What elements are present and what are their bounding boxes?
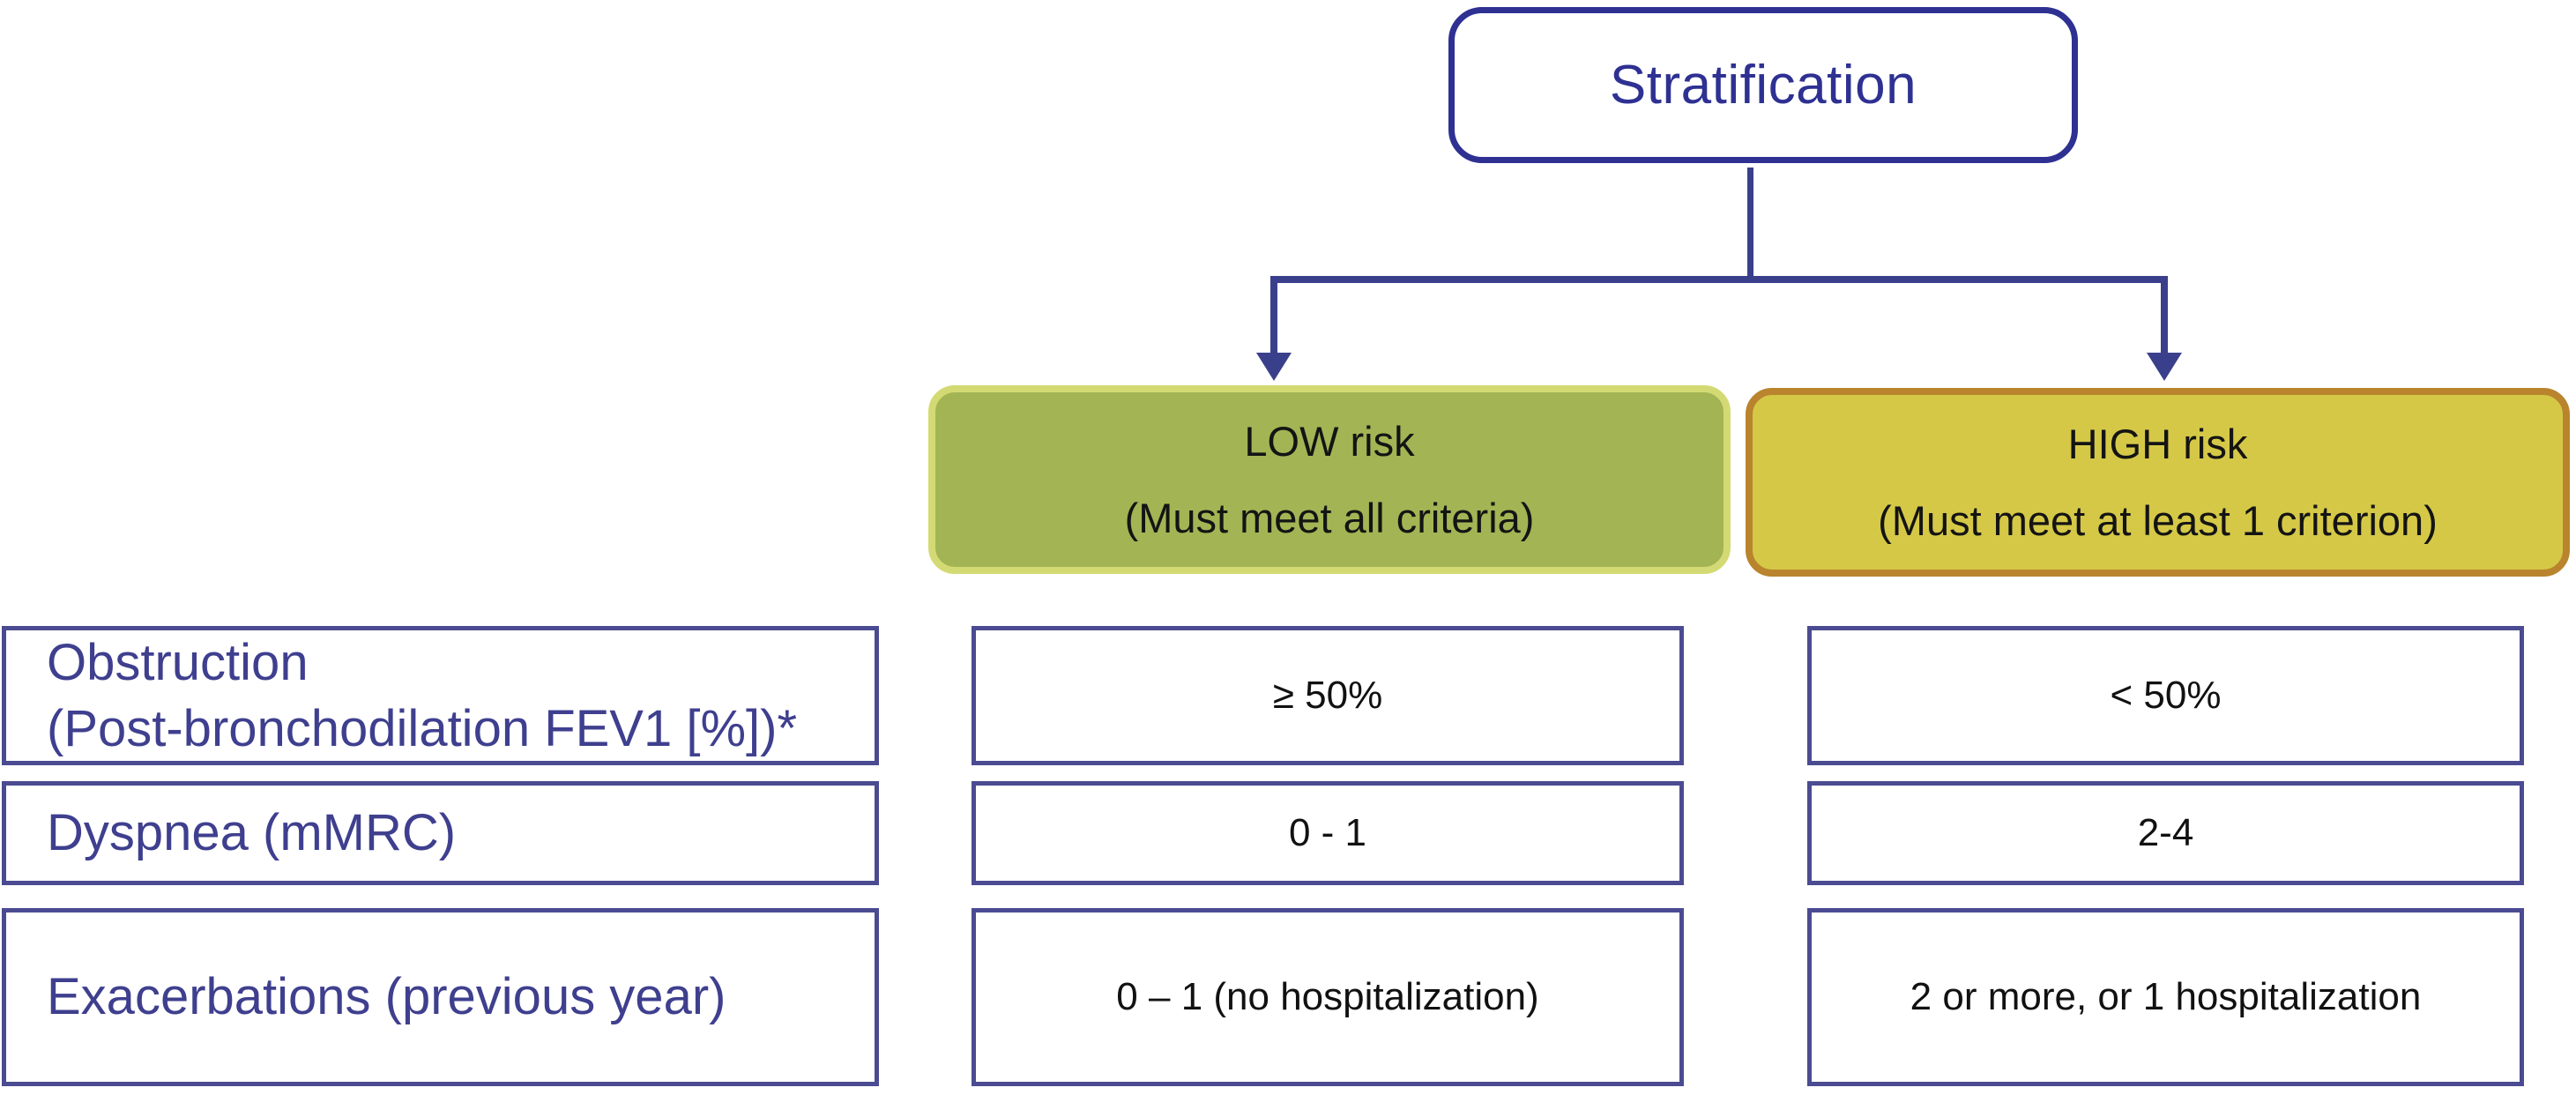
cell-exacerbations-high-value: 2 or more, or 1 hospitalization bbox=[1910, 975, 2422, 1018]
row-label-obstruction-line2: (Post-bronchodilation FEV1 [%])* bbox=[47, 700, 798, 757]
cell-dyspnea-low: 0 - 1 bbox=[972, 781, 1684, 885]
row-label-exacerbations: Exacerbations (previous year) bbox=[2, 908, 879, 1086]
row-label-dyspnea-line1: Dyspnea (mMRC) bbox=[47, 804, 457, 862]
connector-drop-low bbox=[1270, 276, 1277, 357]
cell-dyspnea-low-value: 0 - 1 bbox=[1288, 811, 1367, 854]
high-risk-subtitle: (Must meet at least 1 criterion) bbox=[1878, 497, 2438, 544]
stratification-root-label: Stratification bbox=[1609, 55, 1917, 115]
low-risk-box: LOW risk (Must meet all criteria) bbox=[928, 385, 1731, 574]
row-label-obstruction-line1: Obstruction bbox=[47, 633, 309, 691]
cell-obstruction-high: < 50% bbox=[1807, 626, 2524, 765]
connector-horizontal-bar bbox=[1270, 276, 2168, 283]
cell-exacerbations-low-value: 0 – 1 (no hospitalization) bbox=[1116, 975, 1539, 1018]
high-risk-title: HIGH risk bbox=[2067, 421, 2248, 467]
row-label-dyspnea: Dyspnea (mMRC) bbox=[2, 781, 879, 885]
cell-exacerbations-low: 0 – 1 (no hospitalization) bbox=[972, 908, 1684, 1086]
cell-dyspnea-high-value: 2-4 bbox=[2137, 811, 2194, 854]
arrow-down-icon-low bbox=[1256, 353, 1292, 381]
connector-drop-high bbox=[2161, 276, 2168, 357]
high-risk-box: HIGH risk (Must meet at least 1 criterio… bbox=[1746, 388, 2570, 577]
arrow-down-icon-high bbox=[2147, 353, 2182, 381]
cell-obstruction-low-value: ≥ 50% bbox=[1272, 674, 1383, 717]
low-risk-subtitle: (Must meet all criteria) bbox=[1124, 495, 1535, 541]
connector-stub bbox=[1747, 168, 1753, 276]
low-risk-title: LOW risk bbox=[1244, 418, 1415, 465]
cell-obstruction-high-value: < 50% bbox=[2110, 674, 2222, 717]
cell-exacerbations-high: 2 or more, or 1 hospitalization bbox=[1807, 908, 2524, 1086]
cell-obstruction-low: ≥ 50% bbox=[972, 626, 1684, 765]
row-label-obstruction: Obstruction (Post-bronchodilation FEV1 [… bbox=[2, 626, 879, 765]
row-label-exacerbations-line1: Exacerbations (previous year) bbox=[47, 968, 726, 1026]
cell-dyspnea-high: 2-4 bbox=[1807, 781, 2524, 885]
stratification-root-box: Stratification bbox=[1448, 7, 2078, 163]
